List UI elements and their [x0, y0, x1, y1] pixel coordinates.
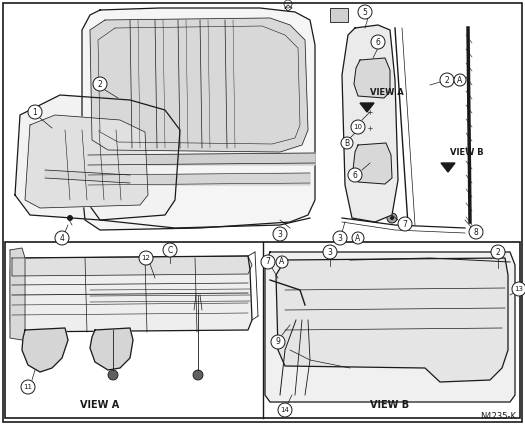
Circle shape [442, 322, 448, 328]
Circle shape [139, 251, 153, 265]
Polygon shape [265, 252, 515, 402]
Circle shape [341, 137, 353, 149]
Text: A: A [457, 76, 463, 85]
Polygon shape [10, 256, 252, 332]
Polygon shape [12, 256, 252, 276]
Polygon shape [25, 115, 148, 208]
Circle shape [348, 168, 362, 182]
Circle shape [454, 74, 466, 86]
Circle shape [273, 227, 287, 241]
Text: 11: 11 [24, 384, 33, 390]
Circle shape [28, 105, 42, 119]
Text: 13: 13 [514, 286, 523, 292]
Polygon shape [441, 163, 455, 172]
Polygon shape [342, 25, 398, 222]
Circle shape [323, 245, 337, 259]
Text: 3: 3 [338, 233, 342, 243]
Circle shape [437, 290, 453, 306]
Polygon shape [276, 258, 508, 382]
Polygon shape [90, 18, 308, 152]
Circle shape [163, 243, 177, 257]
Circle shape [437, 317, 453, 333]
Circle shape [367, 157, 379, 169]
Text: VIEW A: VIEW A [370, 88, 404, 97]
Polygon shape [82, 8, 315, 230]
Polygon shape [90, 328, 133, 370]
Text: 2: 2 [445, 76, 449, 85]
Circle shape [371, 35, 385, 49]
Text: 3: 3 [328, 247, 332, 257]
Text: 10: 10 [353, 124, 362, 130]
Circle shape [512, 282, 525, 296]
Polygon shape [354, 58, 390, 98]
Circle shape [491, 245, 505, 259]
Polygon shape [45, 170, 130, 183]
Circle shape [462, 295, 468, 301]
Polygon shape [15, 95, 180, 220]
Text: 8: 8 [474, 227, 478, 236]
Circle shape [398, 217, 412, 231]
Polygon shape [353, 143, 392, 184]
Circle shape [469, 225, 483, 239]
Polygon shape [10, 248, 25, 340]
Circle shape [108, 370, 118, 380]
Text: 14: 14 [280, 407, 289, 413]
Text: 5: 5 [363, 8, 368, 17]
Circle shape [371, 161, 375, 165]
Circle shape [276, 256, 288, 268]
Circle shape [333, 231, 347, 245]
Polygon shape [360, 103, 374, 112]
Text: 2: 2 [98, 79, 102, 88]
Text: B: B [344, 139, 350, 147]
Bar [5, 242, 520, 418]
Circle shape [462, 322, 468, 328]
Text: N4235-K: N4235-K [480, 412, 516, 421]
Circle shape [67, 215, 73, 221]
Circle shape [457, 290, 473, 306]
Circle shape [298, 306, 306, 314]
Text: 12: 12 [142, 255, 151, 261]
Polygon shape [88, 153, 315, 165]
Text: 6: 6 [375, 37, 381, 46]
Circle shape [292, 300, 312, 320]
Circle shape [261, 255, 275, 269]
Circle shape [390, 216, 394, 220]
Circle shape [93, 77, 107, 91]
Circle shape [371, 76, 375, 80]
Circle shape [440, 73, 454, 87]
Circle shape [55, 231, 69, 245]
Circle shape [358, 5, 372, 19]
Circle shape [457, 317, 473, 333]
Polygon shape [88, 173, 310, 185]
Circle shape [288, 317, 298, 327]
Circle shape [351, 120, 365, 134]
Circle shape [21, 380, 35, 394]
Circle shape [278, 403, 292, 417]
Text: A: A [279, 258, 285, 266]
Text: 3: 3 [278, 230, 282, 238]
Text: VIEW B: VIEW B [450, 148, 484, 157]
Text: C: C [167, 246, 173, 255]
Text: 7: 7 [266, 258, 270, 266]
Text: A: A [355, 233, 361, 243]
Text: 1: 1 [33, 108, 37, 116]
Text: 7: 7 [403, 219, 407, 229]
Text: 4: 4 [59, 233, 65, 243]
Circle shape [442, 295, 448, 301]
Circle shape [352, 232, 364, 244]
Polygon shape [22, 328, 68, 372]
Circle shape [387, 213, 397, 223]
Circle shape [361, 35, 375, 49]
Bar [330, 8, 348, 22]
Text: 2: 2 [496, 247, 500, 257]
Text: VIEW A: VIEW A [80, 400, 120, 410]
Text: 6: 6 [353, 170, 358, 179]
Text: 9: 9 [276, 337, 280, 346]
Circle shape [271, 335, 285, 349]
Circle shape [365, 39, 371, 45]
Circle shape [193, 370, 203, 380]
Text: VIEW B: VIEW B [371, 400, 410, 410]
Circle shape [367, 72, 379, 84]
